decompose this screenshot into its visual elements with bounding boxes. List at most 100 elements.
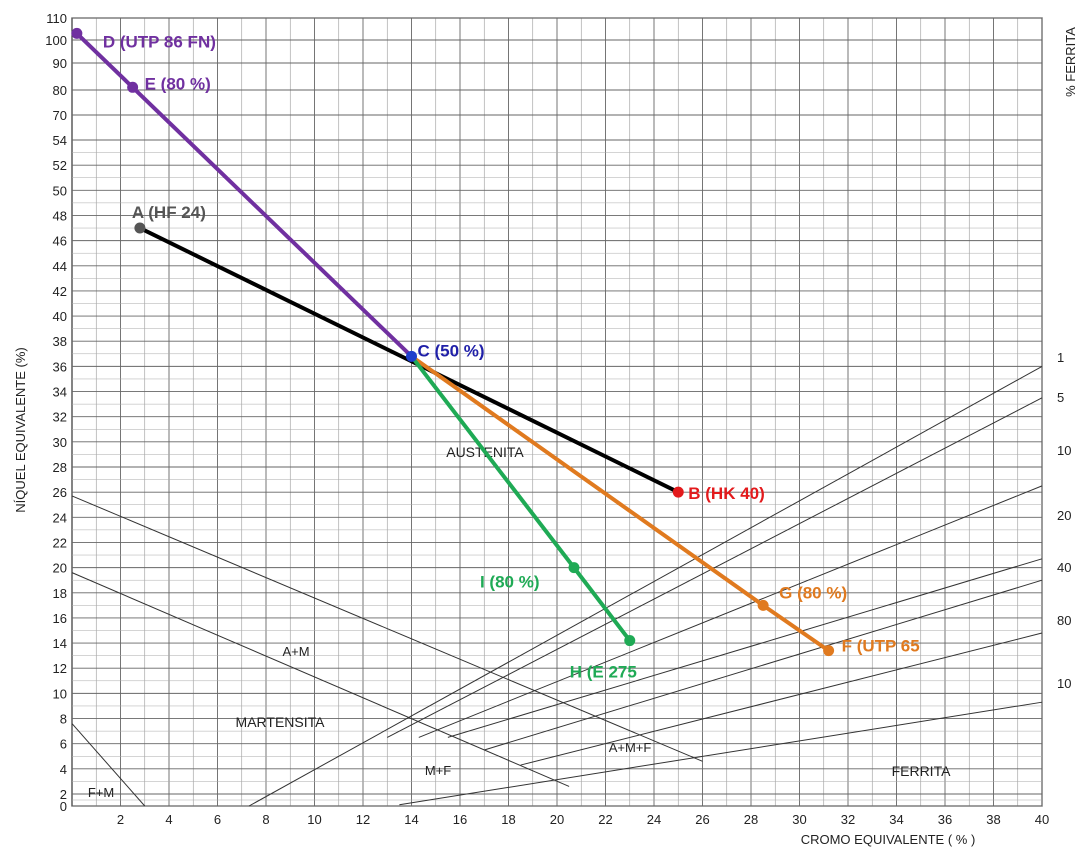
x-tick-label: 2 bbox=[117, 812, 124, 827]
phase-boundary-line bbox=[387, 397, 1043, 738]
ferrite-tick-label: 80 bbox=[1057, 613, 1071, 628]
ferrite-tick-label: 10 bbox=[1057, 443, 1071, 458]
y-tick-label: 10 bbox=[53, 686, 67, 701]
y-tick-label: 110 bbox=[46, 11, 67, 26]
region-label: FERRITA bbox=[892, 763, 952, 779]
ferrite-tick-label: 40 bbox=[1057, 560, 1071, 575]
y-tick-label: 46 bbox=[53, 234, 67, 249]
x-tick-label: 8 bbox=[262, 812, 269, 827]
point-label: G (80 %) bbox=[779, 583, 847, 602]
grid bbox=[71, 17, 1043, 807]
x-tick-label: 30 bbox=[792, 812, 806, 827]
y-tick-label: 24 bbox=[53, 510, 67, 525]
point-label: H (E 275 bbox=[570, 663, 637, 682]
y-tick-label: 28 bbox=[53, 460, 67, 475]
region-label: F+M bbox=[88, 785, 114, 800]
phase-boundary-line bbox=[248, 365, 1043, 807]
y-tick-label: 40 bbox=[53, 309, 67, 324]
data-point bbox=[568, 562, 580, 574]
point-label: I (80 %) bbox=[480, 573, 540, 592]
y-tick-label: 14 bbox=[53, 636, 67, 651]
y-tick-label: 70 bbox=[53, 108, 67, 123]
region-label: MARTENSITA bbox=[236, 714, 326, 730]
ferrite-tick-label: 20 bbox=[1057, 508, 1071, 523]
region-label: A+M+F bbox=[609, 740, 652, 755]
y-tick-label: 16 bbox=[53, 611, 67, 626]
y-tick-label: 48 bbox=[53, 208, 67, 223]
y-tick-label: 18 bbox=[53, 586, 67, 601]
x-tick-label: 12 bbox=[356, 812, 370, 827]
data-point bbox=[127, 81, 139, 93]
point-label: A (HF 24) bbox=[132, 203, 206, 222]
x-tick-label: 24 bbox=[647, 812, 661, 827]
x-tick-label: 32 bbox=[841, 812, 855, 827]
y-tick-label: 90 bbox=[53, 56, 67, 71]
y-tick-label: 100 bbox=[45, 33, 67, 48]
ferrite-tick-label: 5 bbox=[1057, 390, 1064, 405]
data-point bbox=[134, 222, 146, 234]
y-tick-label: 20 bbox=[53, 561, 67, 576]
y-tick-label: 52 bbox=[53, 158, 67, 173]
data-point bbox=[624, 635, 636, 647]
x-tick-label: 28 bbox=[744, 812, 758, 827]
x-tick-label: 16 bbox=[453, 812, 467, 827]
phase-boundary-line bbox=[71, 495, 703, 762]
point-labels: A (HF 24) B (HK 40) C (50 %) D (UTP 86 FN) E… bbox=[103, 32, 920, 681]
y-tick-label: 44 bbox=[53, 259, 67, 274]
data-point bbox=[71, 27, 83, 39]
y-tick-label: 30 bbox=[53, 435, 67, 450]
tick-labels: 2 4 6 8 10 12 14 16 18 20 22 24 26 28 30 32 34 36 38 400246… bbox=[45, 11, 1071, 827]
point-label: D (UTP 86 FN) bbox=[103, 32, 216, 51]
phase-boundary-line bbox=[71, 572, 570, 787]
ferrite-axis-title: % FERRITA bbox=[1063, 27, 1078, 97]
x-tick-label: 6 bbox=[214, 812, 221, 827]
y-tick-label: 34 bbox=[53, 385, 67, 400]
region-label: M+F bbox=[425, 763, 451, 778]
ferrite-tick-label: 1 bbox=[1057, 350, 1064, 365]
y-tick-label: 38 bbox=[53, 334, 67, 349]
y-tick-label: 4 bbox=[60, 762, 67, 777]
y-tick-label: 6 bbox=[60, 737, 67, 752]
phase-boundary-line bbox=[71, 723, 146, 807]
y-tick-label: 42 bbox=[53, 284, 67, 299]
y-tick-label: 50 bbox=[53, 183, 67, 198]
y-tick-label: 54 bbox=[53, 133, 67, 148]
y-tick-label: 36 bbox=[53, 359, 67, 374]
x-tick-label: 20 bbox=[550, 812, 564, 827]
data-point bbox=[757, 599, 769, 611]
x-tick-label: 40 bbox=[1035, 812, 1049, 827]
y-tick-label: 8 bbox=[60, 712, 67, 727]
series-line bbox=[74, 31, 414, 359]
x-tick-label: 18 bbox=[501, 812, 515, 827]
point-label: E (80 %) bbox=[145, 74, 211, 93]
x-tick-label: 38 bbox=[986, 812, 1000, 827]
phase-boundary-line bbox=[484, 579, 1043, 751]
y-tick-label: 32 bbox=[53, 410, 67, 425]
ferrite-tick-label: 10 bbox=[1057, 676, 1071, 691]
region-label: A+M bbox=[282, 644, 309, 659]
x-tick-label: 36 bbox=[938, 812, 952, 827]
point-label: F (UTP 65 bbox=[842, 637, 920, 656]
phase-boundaries bbox=[71, 365, 1043, 807]
data-point bbox=[406, 350, 417, 362]
x-tick-label: 26 bbox=[695, 812, 709, 827]
phase-boundary-line bbox=[447, 558, 1043, 738]
x-tick-label: 34 bbox=[889, 812, 903, 827]
point-label: B (HK 40) bbox=[688, 484, 765, 503]
y-axis-title: NÍQUEL EQUIVALENTE (%) bbox=[13, 347, 28, 512]
x-tick-label: 4 bbox=[165, 812, 172, 827]
y-tick-label: 22 bbox=[53, 535, 67, 550]
y-tick-label: 12 bbox=[53, 661, 67, 676]
series-line bbox=[409, 354, 632, 643]
phase-boundary-line bbox=[399, 701, 1043, 806]
x-tick-label: 14 bbox=[404, 812, 418, 827]
phase-boundary-line bbox=[520, 632, 1043, 766]
x-tick-label: 10 bbox=[307, 812, 321, 827]
x-axis-title: CROMO EQUIVALENTE ( % ) bbox=[801, 832, 976, 847]
data-point bbox=[823, 645, 835, 657]
y-tick-label: 80 bbox=[53, 83, 67, 98]
phase-boundary-line bbox=[418, 485, 1043, 738]
x-tick-label: 22 bbox=[598, 812, 612, 827]
